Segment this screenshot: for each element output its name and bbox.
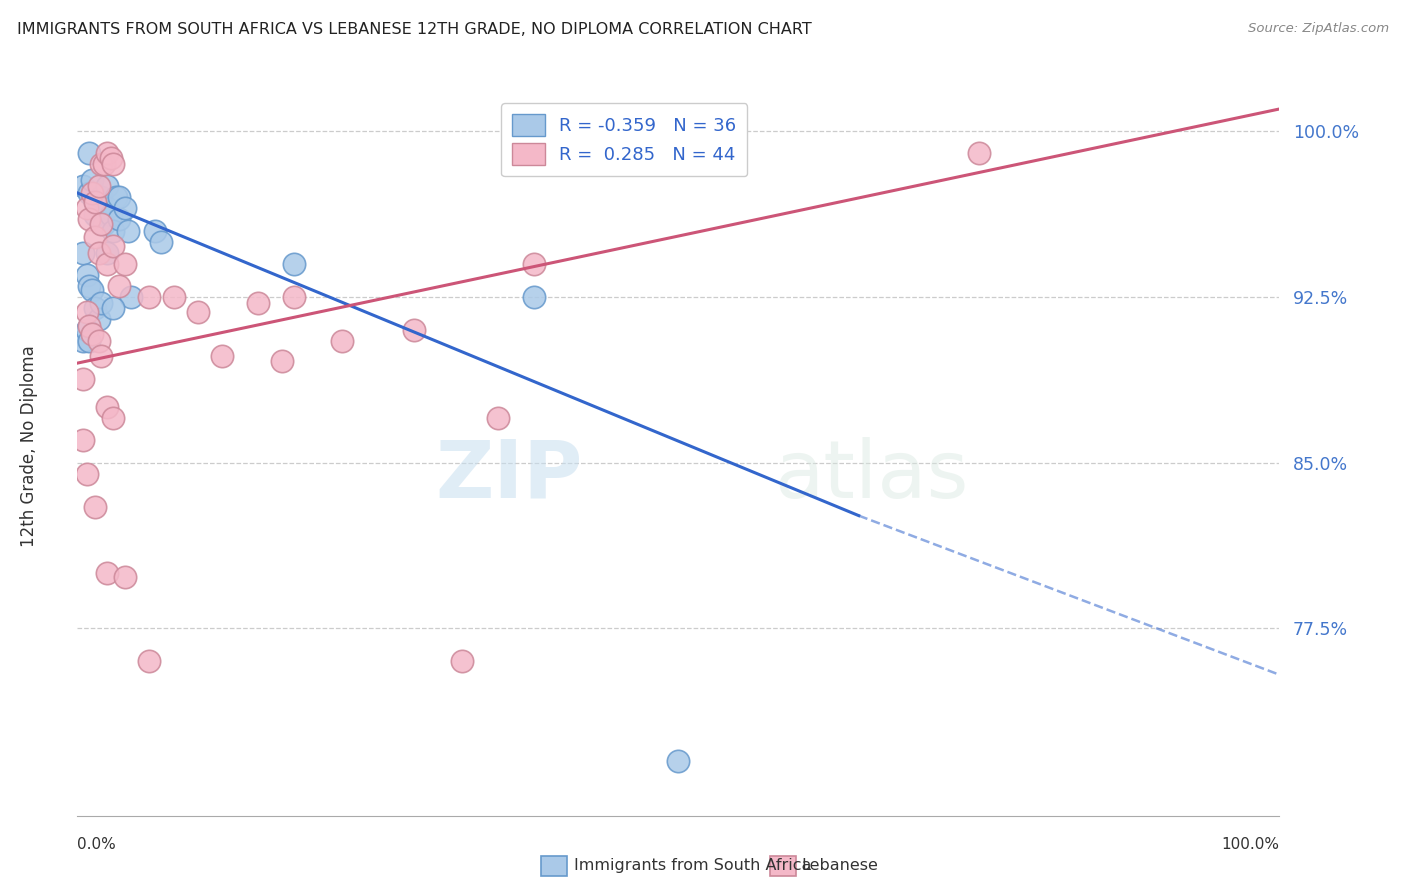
Point [76,268,98,282]
Point [96,566,118,580]
Point [486,411,509,425]
Point [79,318,101,333]
Text: Lebanese: Lebanese [801,858,879,872]
Point [117,223,139,237]
Text: atlas: atlas [775,436,969,515]
Point [114,257,136,271]
Text: Source: ZipAtlas.com: Source: ZipAtlas.com [1249,22,1389,36]
Point [76,467,98,481]
Point [108,278,131,293]
Point [162,290,184,304]
Point [96,401,118,415]
Point [138,655,160,669]
Text: IMMIGRANTS FROM SOUTH AFRICA VS LEBANESE 12TH GRADE, NO DIPLOMA CORRELATION CHAR: IMMIGRANTS FROM SOUTH AFRICA VS LEBANESE… [17,22,811,37]
Point [87,334,110,348]
Point [114,570,136,584]
Point [87,245,110,260]
Point [72,371,94,385]
Point [72,179,94,194]
Text: 12th Grade, No Diploma: 12th Grade, No Diploma [20,345,38,547]
Point [84,208,107,222]
Text: 100.0%: 100.0% [1222,837,1279,852]
Point [84,301,107,315]
Point [84,500,107,514]
Text: Immigrants from South Africa: Immigrants from South Africa [574,858,811,872]
Point [84,230,107,244]
Point [84,194,107,209]
Point [96,245,118,260]
Text: ZIP: ZIP [434,436,582,515]
Point [90,190,112,204]
Point [84,194,107,209]
Point [451,655,474,669]
Point [87,179,110,194]
Point [87,202,110,216]
Point [523,257,546,271]
Point [72,245,94,260]
Text: 0.0%: 0.0% [77,837,117,852]
Point [330,334,353,348]
Point [76,323,98,337]
Point [150,235,173,249]
Point [523,290,546,304]
Point [186,305,209,319]
Point [76,202,98,216]
Point [76,305,98,319]
Point [79,278,101,293]
Point [114,202,136,216]
Point [967,146,990,161]
Point [100,208,122,222]
Point [103,223,125,237]
Point [96,146,118,161]
Point [93,217,115,231]
Point [87,312,110,326]
Point [79,334,101,348]
Point [72,434,94,448]
Point [96,202,118,216]
Point [79,186,101,200]
Point [79,212,101,227]
Point [270,354,292,368]
Point [138,290,160,304]
Point [100,151,122,165]
Point [103,239,125,253]
Point [108,212,131,227]
Point [246,296,269,310]
Point [79,146,101,161]
Point [80,186,103,200]
Point [108,190,131,204]
Point [283,290,305,304]
Point [90,296,112,310]
Point [103,301,125,315]
Point [80,327,103,342]
Point [283,257,305,271]
Point [96,179,118,194]
Legend: R = -0.359   N = 36, R =  0.285   N = 44: R = -0.359 N = 36, R = 0.285 N = 44 [502,103,747,177]
Point [80,172,103,186]
Point [90,350,112,364]
Point [668,754,690,768]
Point [72,334,94,348]
Point [103,157,125,171]
Point [90,157,112,171]
Point [80,283,103,297]
Point [120,290,142,304]
Point [93,157,115,171]
Point [103,411,125,425]
Point [145,223,167,237]
Point [211,350,233,364]
Point [402,323,425,337]
Point [104,190,127,204]
Point [90,217,112,231]
Point [96,257,118,271]
